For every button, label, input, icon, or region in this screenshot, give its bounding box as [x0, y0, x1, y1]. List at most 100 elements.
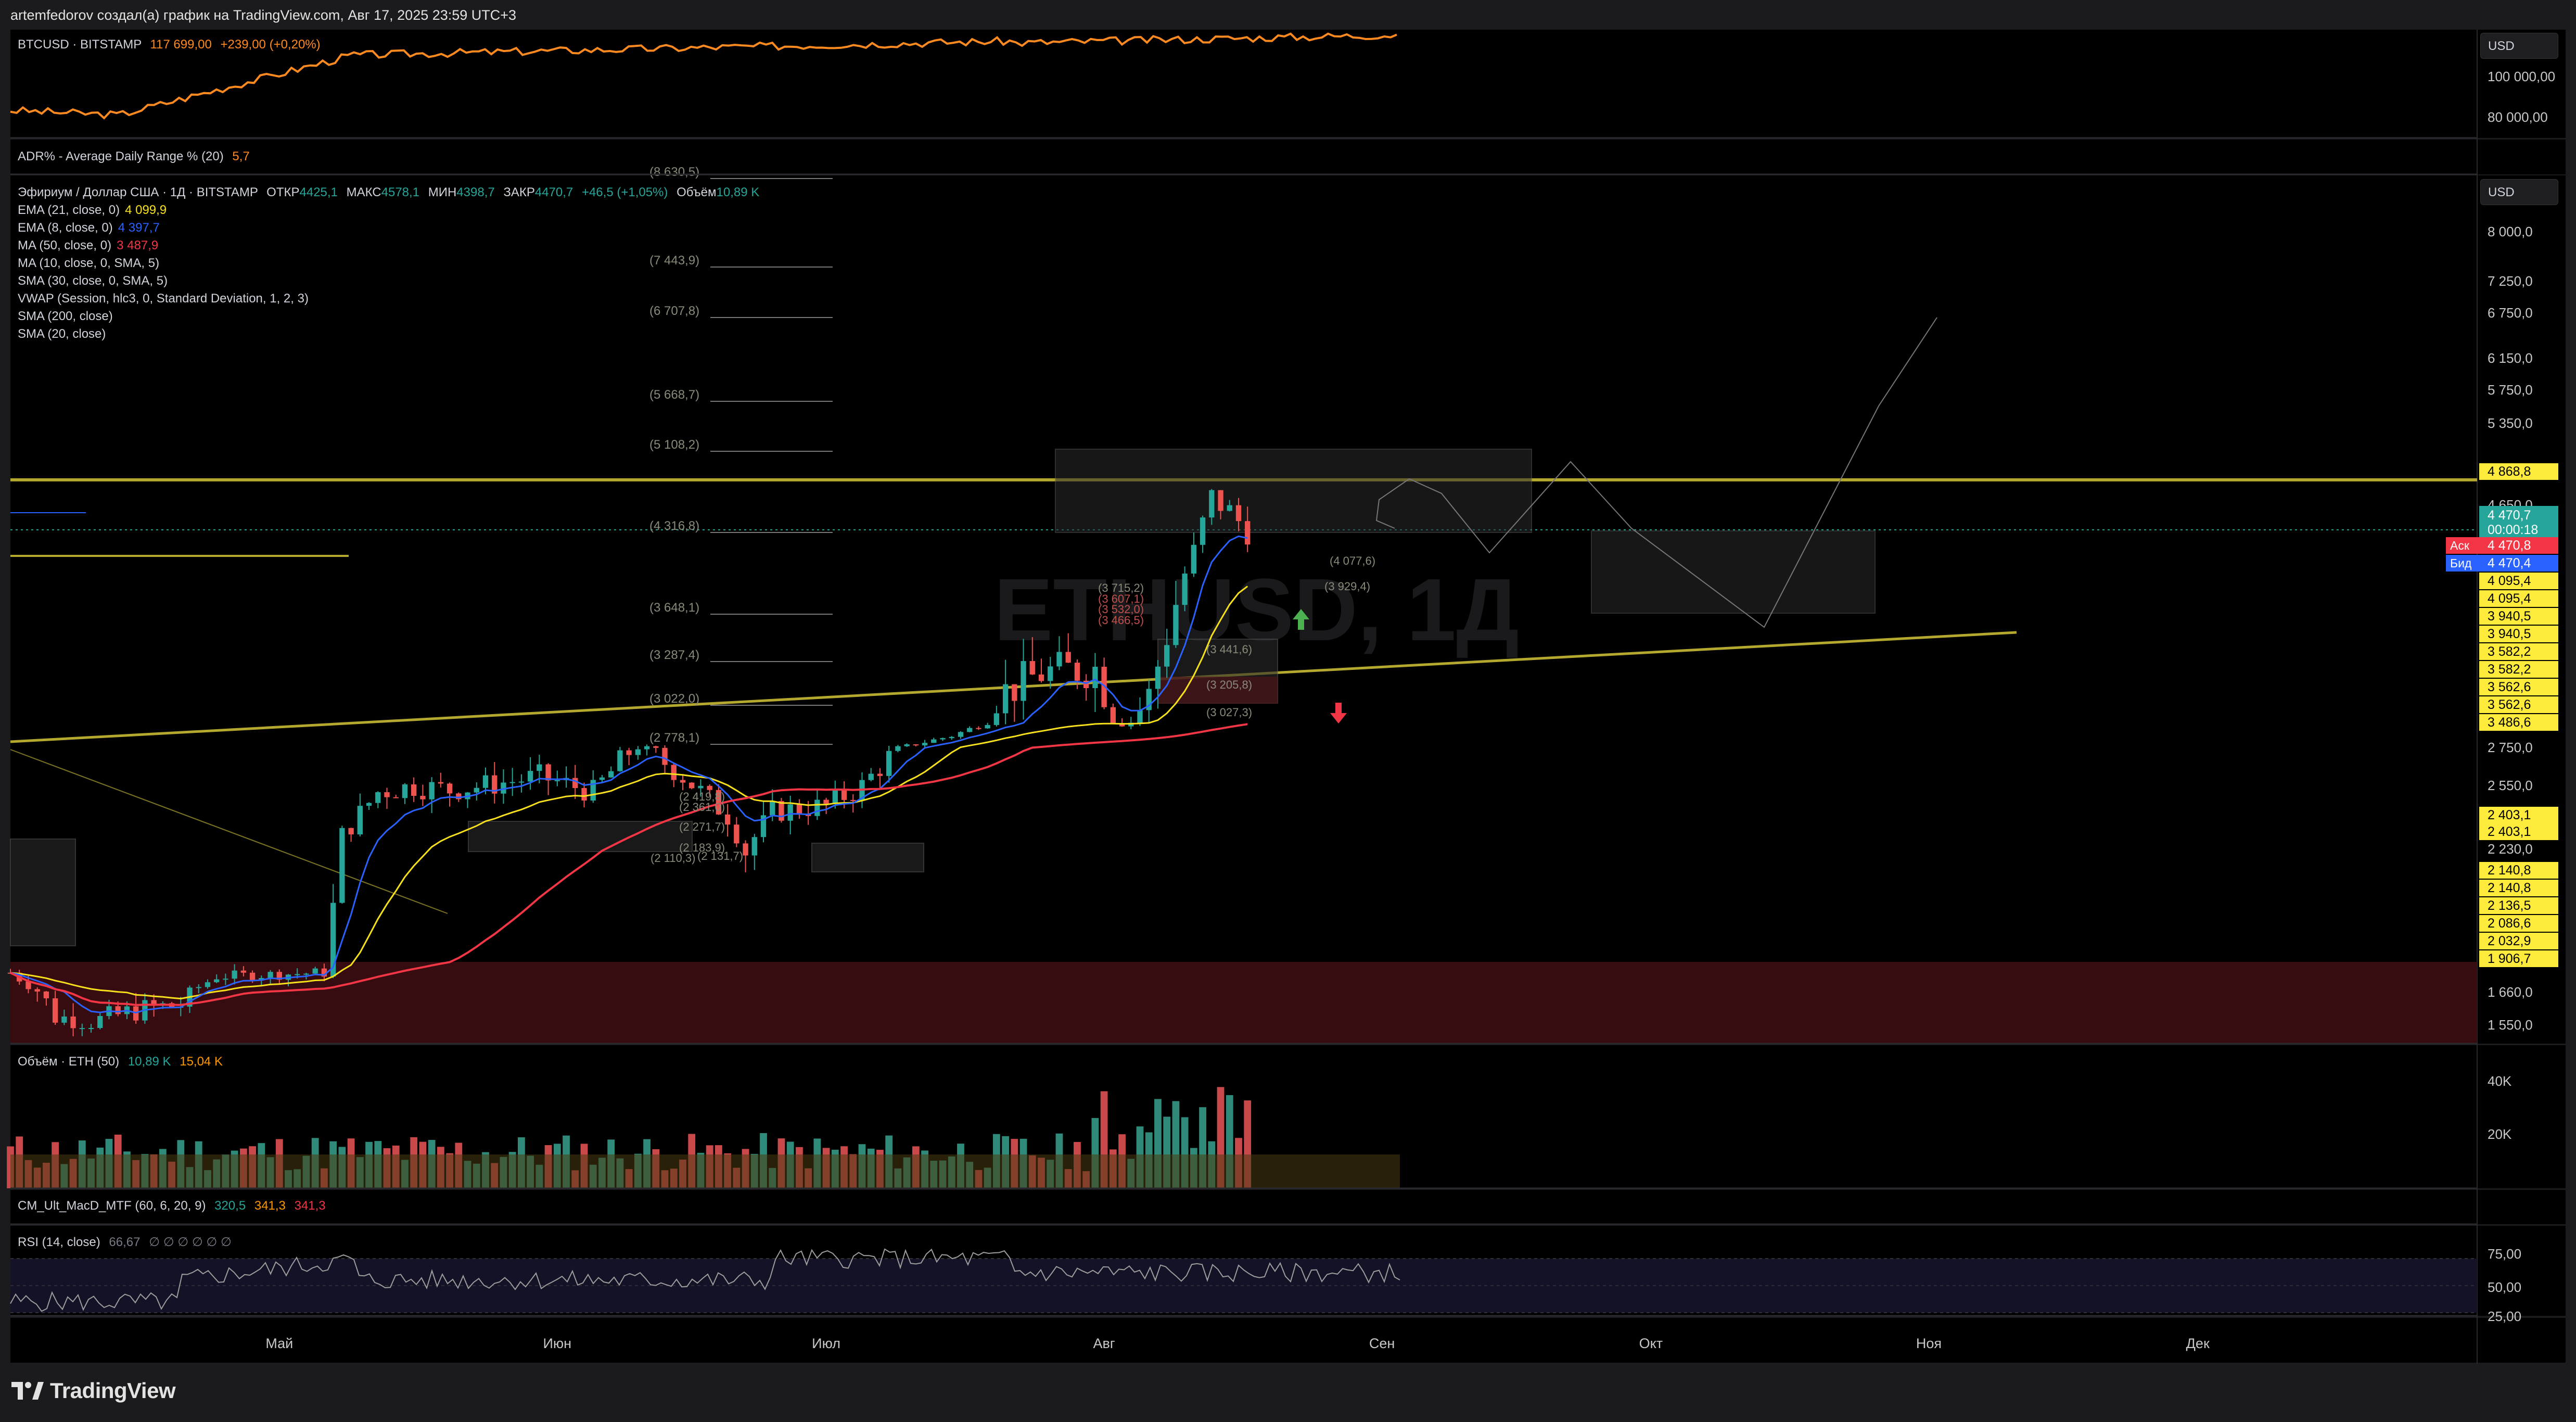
- indicator-row[interactable]: EMA (8, close, 0) 4 397,7: [18, 221, 160, 235]
- price-badge-bg: [2479, 679, 2558, 695]
- volume-key: Объём: [677, 185, 717, 199]
- axis-bg-macd: [2477, 1190, 2566, 1224]
- candle-body: [707, 785, 712, 790]
- macd-v3: 341,3: [294, 1199, 326, 1213]
- candle-body: [1056, 652, 1062, 667]
- macd-legend: CM_Ult_MacD_MTF (60, 6, 20, 9) 320,5 341…: [18, 1199, 326, 1213]
- candle-body: [115, 1006, 121, 1014]
- candle-body: [259, 978, 264, 981]
- adr-value: 5,7: [232, 149, 250, 163]
- candle-body: [662, 747, 668, 765]
- price-badge: 2 403,1: [2488, 808, 2531, 822]
- candle-body: [976, 728, 981, 729]
- candle-body: [482, 775, 489, 788]
- price-axis-tick: 8 000,0: [2488, 224, 2533, 239]
- indicator-label: EMA (21, close, 0): [18, 203, 120, 217]
- adr-label: ADR% - Average Daily Range % (20): [18, 149, 224, 163]
- price-badge: 2 136,5: [2488, 898, 2531, 913]
- btc-currency-button[interactable]: USD: [2480, 33, 2558, 59]
- candle-body: [509, 782, 515, 783]
- candle-body: [1164, 645, 1170, 667]
- indicator-row[interactable]: SMA (30, close, 0, SMA, 5): [18, 274, 168, 288]
- footer-bar: [0, 1364, 2576, 1422]
- indicator-row[interactable]: SMA (200, close): [18, 309, 113, 324]
- time-axis-label: Дек: [2186, 1336, 2210, 1351]
- bid-label: Бид: [2450, 556, 2472, 570]
- candle-body: [43, 991, 49, 998]
- candle-body: [267, 972, 273, 979]
- candle-body: [70, 1016, 76, 1029]
- candle-body: [240, 970, 247, 973]
- candle-body: [689, 782, 695, 789]
- rsi-label: RSI (14, close): [18, 1235, 100, 1249]
- drawing-label: (4 077,6): [1330, 554, 1375, 567]
- price-badge: 3 562,6: [2488, 680, 2531, 694]
- candle-body: [581, 788, 587, 801]
- rsi-dots: ∅ ∅ ∅ ∅ ∅ ∅: [149, 1235, 232, 1249]
- candle-body: [1002, 684, 1009, 714]
- price-badge-bg: [2479, 807, 2558, 823]
- rsi-axis-tick: 25,00: [2488, 1309, 2521, 1324]
- main-legend-title: Эфириум / Доллар США · 1Д · BITSTAMP ОТК…: [18, 185, 759, 200]
- main-currency-button[interactable]: USD: [2480, 179, 2558, 205]
- candle-body: [671, 765, 677, 780]
- candle-body: [303, 973, 309, 975]
- candle-body: [1218, 490, 1223, 511]
- adr-legend: ADR% - Average Daily Range % (20) 5,7: [18, 149, 250, 164]
- candle-body: [734, 824, 739, 844]
- drawing-label: (2 361,0): [679, 801, 725, 814]
- candle-body: [626, 750, 632, 755]
- price-badge: 2 140,8: [2488, 863, 2531, 878]
- indicator-value: 3 487,9: [117, 238, 159, 252]
- price-badge-bg: [2479, 714, 2558, 731]
- candle-body: [429, 782, 435, 799]
- price-axis-tick: 1 660,0: [2488, 984, 2533, 1000]
- tradingview-logo[interactable]: TradingView: [11, 1378, 176, 1403]
- ohlc-change: +46,5 (+1,05%): [581, 185, 668, 199]
- candle-body: [886, 751, 892, 776]
- drawing-label: (2 131,7): [697, 849, 743, 862]
- candle-body: [779, 801, 784, 821]
- indicator-row[interactable]: MA (50, close, 0) 3 487,9: [18, 238, 158, 253]
- indicator-label: VWAP (Session, hlc3, 0, Standard Deviati…: [18, 291, 309, 306]
- author-bar: artemfedorov создал(а) график на Trading…: [0, 0, 2576, 30]
- price-badge: 4 868,8: [2488, 464, 2531, 479]
- price-badge-bg: [2479, 590, 2558, 607]
- pane-bg-btc: [10, 30, 2477, 138]
- candle-body: [438, 782, 444, 784]
- fib-label: (2 778,1): [649, 731, 699, 745]
- candle-body: [760, 815, 767, 837]
- indicator-row[interactable]: VWAP (Session, hlc3, 0, Standard Deviati…: [18, 291, 309, 306]
- time-axis-label: Июл: [812, 1336, 840, 1351]
- candle-body: [877, 773, 883, 776]
- indicator-row[interactable]: SMA (20, close): [18, 327, 106, 341]
- price-badge-bg: [2479, 915, 2558, 932]
- ohlc-open: 4425,1: [299, 185, 338, 199]
- btc-change: +239,00 (+0,20%): [220, 37, 321, 52]
- indicator-row[interactable]: MA (10, close, 0, SMA, 5): [18, 256, 159, 271]
- candle-body: [223, 979, 228, 980]
- consolidation-box-1: [468, 821, 693, 852]
- price-badge: 4 095,4: [2488, 574, 2531, 588]
- fib-label: (3 287,4): [649, 648, 699, 662]
- bid-badge-bg: [2446, 555, 2558, 572]
- btc-axis-tick: 80 000,00: [2488, 109, 2548, 125]
- rsi-line: [10, 1248, 1400, 1312]
- candle-body: [1110, 707, 1116, 723]
- candle-body: [545, 764, 551, 781]
- ma50-line: [10, 723, 1248, 1006]
- price-badge: 2 086,6: [2488, 916, 2531, 931]
- candle-body: [1209, 490, 1215, 518]
- volume-axis-tick: 40K: [2488, 1073, 2512, 1089]
- indicator-row[interactable]: EMA (21, close, 0) 4 099,9: [18, 203, 167, 218]
- symbol-title[interactable]: Эфириум / Доллар США · 1Д · BITSTAMP: [18, 185, 258, 199]
- fib-label: (4 316,8): [649, 519, 699, 533]
- candle-body: [1191, 544, 1197, 574]
- candle-body: [312, 968, 318, 974]
- fib-label: (5 668,7): [649, 388, 699, 402]
- candle-body: [366, 803, 372, 806]
- candle-body: [1155, 666, 1161, 689]
- drawing-label: (2 183,9): [679, 841, 725, 854]
- fib-label: (8 630,5): [649, 165, 699, 179]
